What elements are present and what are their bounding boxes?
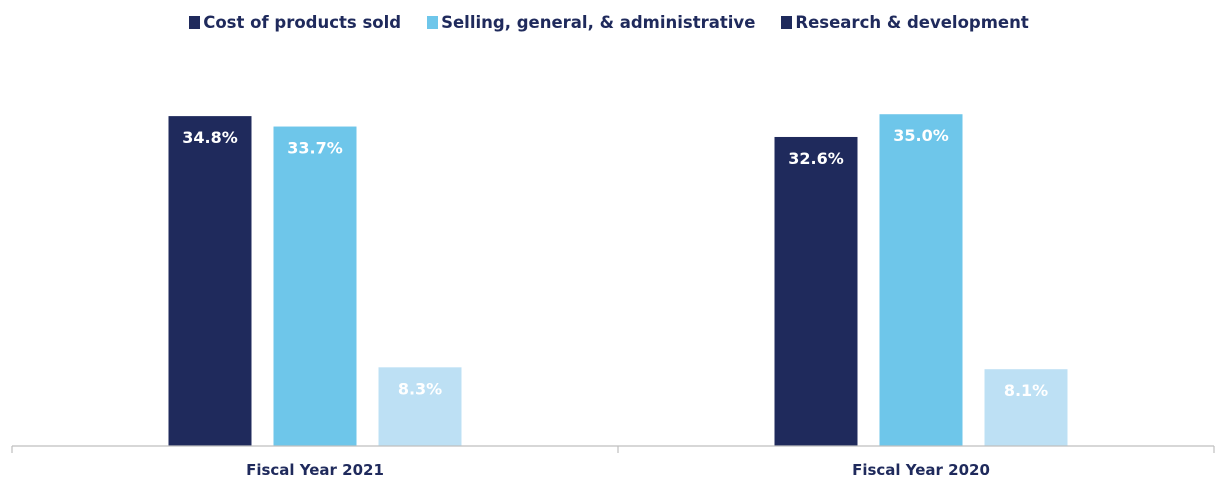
bars-group: 34.8% 33.7% 8.3% 32.6% 35.0% 8.1% (168, 114, 1068, 447)
category-label: Fiscal Year 2020 (852, 461, 990, 477)
legend-label-selling-general-administrative: Selling, general, & administrative (441, 12, 756, 32)
legend-label-research-development: Research & development (795, 12, 1029, 32)
bar-0-1 (774, 136, 858, 447)
bar-value-label: 32.6% (788, 149, 844, 168)
bar-2-1 (984, 369, 1068, 446)
legend-item-research-development: Research & development (781, 12, 1029, 32)
legend: Cost of products sold Selling, general, … (0, 9, 1218, 35)
legend-swatch-research-development (781, 15, 793, 29)
category-labels-group: Fiscal Year 2021 Fiscal Year 2020 (246, 461, 990, 477)
bar-value-label: 34.8% (182, 128, 238, 147)
bar-value-label: 8.3% (398, 379, 442, 398)
legend-item-selling-general-administrative: Selling, general, & administrative (427, 13, 755, 32)
legend-swatch-cost-of-products-sold (189, 15, 201, 29)
bar-2-0 (378, 367, 462, 446)
category-label: Fiscal Year 2021 (246, 461, 384, 477)
legend-item-cost-of-products-sold: Cost of products sold (189, 13, 401, 32)
legend-label-cost-of-products-sold: Cost of products sold (203, 12, 402, 32)
bar-value-label: 35.0% (893, 126, 949, 145)
bar-value-label: 8.1% (1004, 381, 1048, 400)
bar-value-label: 33.7% (287, 139, 343, 158)
bar-0-0 (168, 116, 252, 447)
legend-swatch-selling-general-administrative (427, 15, 439, 29)
bar-1-0 (273, 126, 357, 446)
bar-1-1 (879, 114, 963, 446)
